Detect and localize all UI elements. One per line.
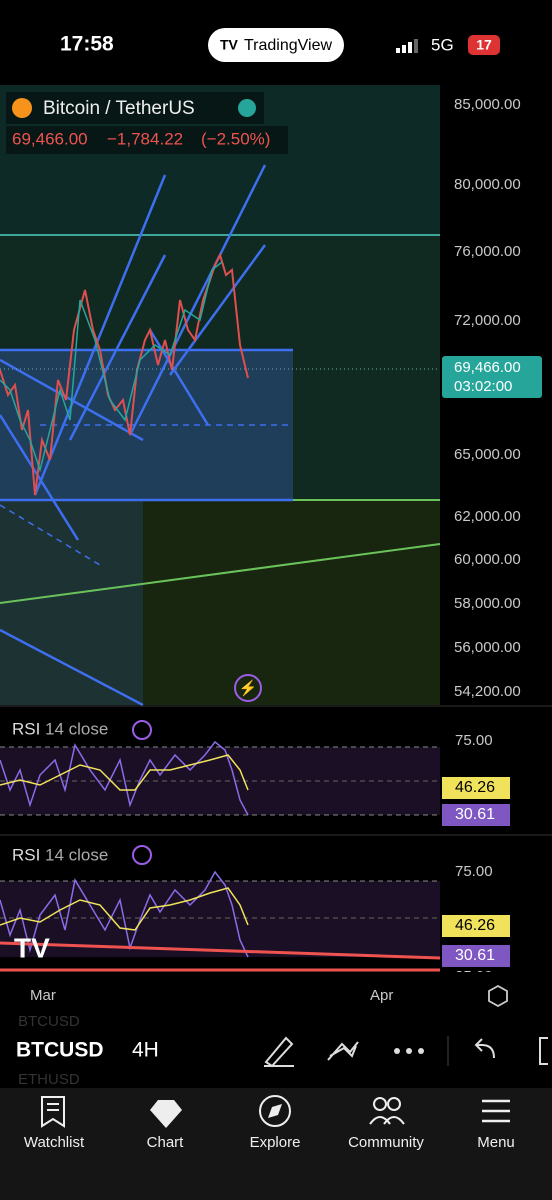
nav-label[interactable]: Watchlist <box>24 1134 85 1151</box>
ghost-symbol: BTCUSD <box>18 1013 80 1030</box>
battery <box>468 35 500 55</box>
toolbar-interval[interactable]: 4H <box>132 1039 159 1062</box>
dashed <box>0 424 293 566</box>
signal <box>396 39 418 53</box>
price-label: 54,200.00 <box>454 683 521 700</box>
rsi-title: RSI <box>12 845 40 864</box>
change-pct: (−2.50%) <box>201 129 270 148</box>
rsi-params: 14 close <box>45 719 108 738</box>
nav-label[interactable]: Chart <box>147 1134 185 1151</box>
rsi-value: 30.61 <box>455 947 495 964</box>
price-label: 58,000.00 <box>454 595 521 612</box>
rsi-line <box>0 740 249 816</box>
nav-label[interactable]: Explore <box>250 1134 301 1151</box>
explore-needle <box>268 1104 282 1118</box>
explore-icon[interactable] <box>259 1095 291 1127</box>
symbol: Bitcoin / TetherUS <box>43 98 195 119</box>
price-label: 80,000.00 <box>454 176 521 193</box>
quote-bg <box>6 126 288 154</box>
price-label: 62,000.00 <box>454 508 521 525</box>
alert-icon[interactable] <box>234 674 262 702</box>
rsi-ma-line <box>0 754 249 791</box>
change: −1,784.22 <box>107 129 183 148</box>
last-price: 69,466.00 <box>12 129 88 148</box>
rsi-badge <box>442 945 510 967</box>
channels <box>0 164 293 707</box>
price-label: 76,000.00 <box>454 243 521 260</box>
rsi-ma-line <box>0 887 249 931</box>
draw-icon[interactable] <box>264 1036 294 1068</box>
rsi-ma-value: 46.26 <box>455 779 495 796</box>
rsi-badge <box>442 804 510 826</box>
alert-bolt: ⚡ <box>239 679 258 697</box>
community-icon[interactable] <box>369 1097 405 1125</box>
price-label: 56,000.00 <box>454 639 521 656</box>
price-label: 65,000.00 <box>454 446 521 463</box>
countdown: 03:02:00 <box>454 378 512 395</box>
btc-icon <box>12 98 32 118</box>
clock: 17:58 <box>60 33 114 56</box>
header-bg <box>6 92 264 124</box>
price-line <box>0 252 249 496</box>
network: 5G <box>431 35 454 54</box>
refresh-icon[interactable] <box>132 720 152 740</box>
mask <box>0 972 552 984</box>
ghost-symbol: ETHUSD <box>18 1071 80 1088</box>
rsi-params: 14 close <box>45 845 108 864</box>
price-badge <box>442 356 542 398</box>
price-badge-text: 69,466.00 <box>454 359 521 376</box>
time-label: Apr <box>370 987 393 1004</box>
time-label: Mar <box>30 987 56 1004</box>
status-dot <box>238 99 256 117</box>
logo: TV <box>220 37 239 53</box>
rsi-axis: 75.00 <box>455 732 493 749</box>
rsi-ma-badge <box>442 777 510 799</box>
fullscreen-icon[interactable] <box>539 1037 548 1065</box>
refresh-icon[interactable] <box>132 845 152 865</box>
toolbar-symbol[interactable]: BTCUSD <box>16 1039 104 1062</box>
nav-label[interactable]: Menu <box>477 1134 515 1151</box>
trend-line <box>0 543 441 604</box>
chart-icon[interactable] <box>150 1100 182 1128</box>
rsi-title: RSI <box>12 719 40 738</box>
rsi-value: 30.61 <box>455 806 495 823</box>
price-label: 85,000.00 <box>454 96 521 113</box>
app-pill <box>208 28 344 62</box>
menu-icon[interactable] <box>482 1099 510 1123</box>
price-label: 72,000.00 <box>454 312 521 329</box>
box <box>0 500 143 705</box>
tv-watermark: TV <box>14 932 50 963</box>
box <box>0 350 293 500</box>
indicators-icon[interactable] <box>327 1041 359 1061</box>
app-name: TradingView <box>244 37 332 54</box>
undo-icon[interactable] <box>474 1038 495 1059</box>
more-icon[interactable] <box>394 1048 424 1054</box>
price-line-up <box>0 261 223 473</box>
settings-icon[interactable] <box>488 984 508 1008</box>
battery-level: 17 <box>476 37 492 53</box>
rsi-ma-value: 46.26 <box>455 917 495 934</box>
zone <box>0 85 440 235</box>
rsi-trend <box>0 941 441 960</box>
price-label: 60,000.00 <box>454 551 521 568</box>
rsi-axis: 75.00 <box>455 863 493 880</box>
nav-label[interactable]: Community <box>348 1134 424 1151</box>
rsi-ma-badge <box>442 915 510 937</box>
watchlist-icon[interactable] <box>41 1096 65 1128</box>
